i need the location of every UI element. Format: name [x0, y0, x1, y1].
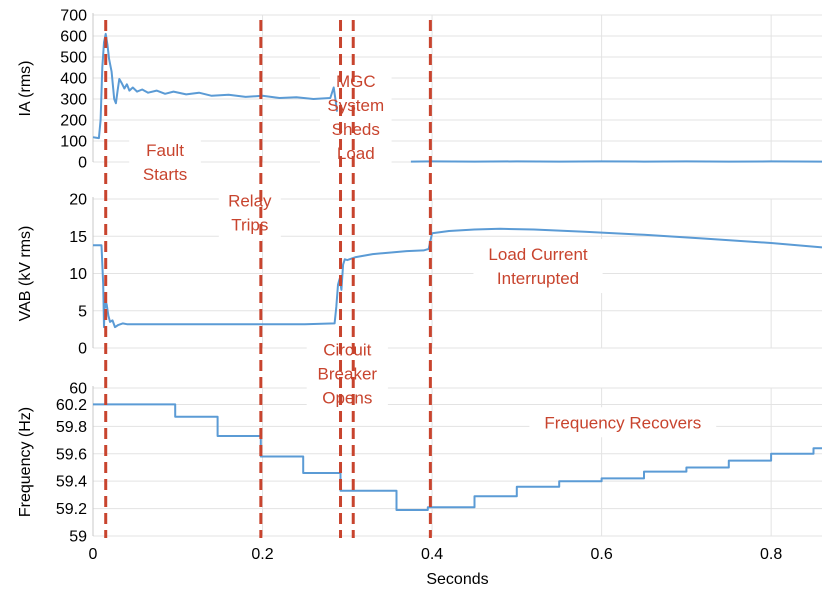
y-tick-label: 700 — [60, 8, 87, 25]
annotation-mask — [529, 407, 717, 438]
y-tick-label: 59 — [69, 529, 87, 546]
y-axis-label: Frequency (Hz) — [17, 407, 34, 517]
y-tick-label: 200 — [60, 113, 87, 130]
annotation-label: Fault — [146, 141, 184, 160]
annotation-label: Frequency Recovers — [544, 413, 701, 432]
y-tick-label: 59.8 — [56, 419, 87, 436]
y-tick-label: 5 — [78, 303, 87, 320]
y-tick-label: 59.6 — [56, 446, 87, 463]
y-tick-label: 60 — [69, 381, 87, 398]
y-axis-label: IA (rms) — [17, 61, 34, 117]
annotation-mask — [319, 65, 392, 168]
annotation-label: Load — [337, 144, 375, 163]
y-tick-label: 0 — [78, 341, 87, 358]
x-tick-label: 0.8 — [760, 546, 782, 563]
y-tick-label: 400 — [60, 71, 87, 88]
series-line — [92, 32, 339, 140]
y-tick-label: 0 — [78, 155, 87, 172]
annotation-label: Trips — [231, 215, 268, 234]
annotation-mask — [473, 239, 603, 294]
annotation-label: Circuit — [323, 340, 371, 359]
x-tick-label: 0 — [89, 546, 98, 563]
y-tick-label: 500 — [60, 50, 87, 67]
annotation-label: System — [327, 96, 384, 115]
annotation-label: Sheds — [332, 120, 380, 139]
y-tick-label: 59.4 — [56, 474, 87, 491]
annotation-label: Interrupted — [497, 269, 579, 288]
x-tick-label: 0.6 — [590, 546, 612, 563]
series-layer — [92, 32, 822, 511]
annotation-mask — [306, 334, 388, 413]
y-tick-label: 15 — [69, 229, 87, 246]
annotation-label: Opens — [322, 388, 372, 407]
annotation-label: Relay — [228, 191, 272, 210]
annotation-mask — [218, 185, 281, 240]
annotation-mask — [129, 135, 201, 189]
y-axis-label: VAB (kV rms) — [17, 226, 34, 322]
x-tick-label: 0.2 — [251, 546, 273, 563]
event-lines — [104, 20, 432, 538]
y-tick-label: 600 — [60, 29, 87, 46]
grid-layer — [92, 13, 822, 537]
y-tick-label: 60.2 — [56, 397, 87, 414]
series-line — [93, 227, 822, 329]
annotation-label: Starts — [143, 165, 187, 184]
annotation-label: MGC — [336, 72, 376, 91]
x-axis-label: Seconds — [426, 571, 488, 588]
x-tick-label: 0.4 — [421, 546, 443, 563]
annotation-masks — [129, 65, 717, 438]
y-tick-label: 59.2 — [56, 501, 87, 518]
annotation-label: Breaker — [318, 364, 378, 383]
y-tick-label: 100 — [60, 134, 87, 151]
y-tick-label: 300 — [60, 92, 87, 109]
annotations: Fault Starts Relay Trips MGC System Sheds Load L… — [143, 72, 701, 432]
annotation-label: Load Current — [488, 245, 588, 264]
y-tick-label: 10 — [69, 266, 87, 283]
y-tick-label: 20 — [69, 192, 87, 209]
